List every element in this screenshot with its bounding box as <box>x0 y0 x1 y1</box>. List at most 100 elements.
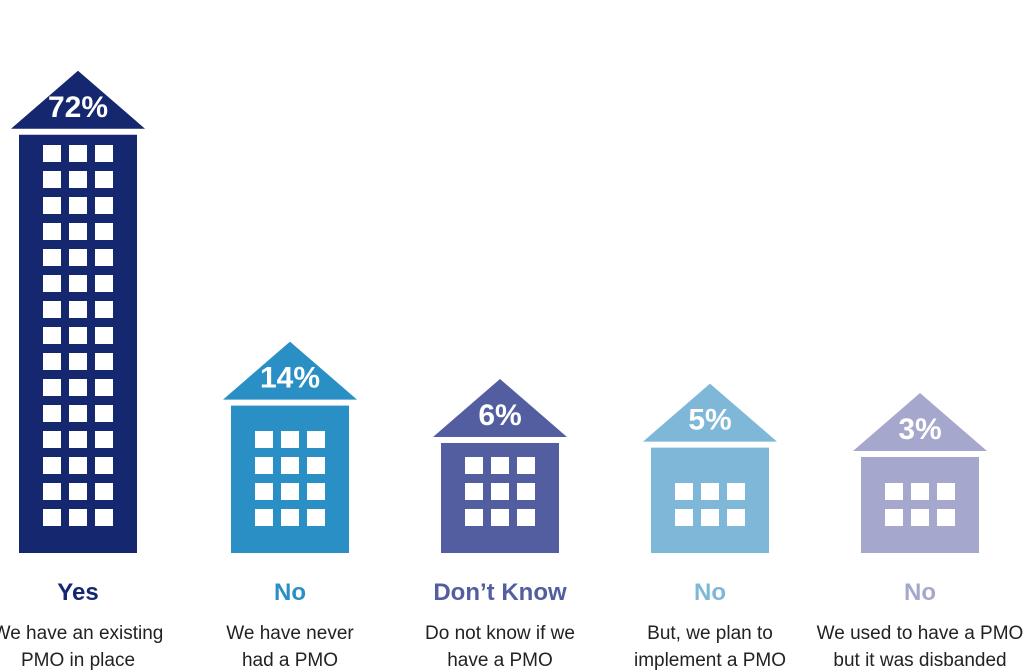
building-window <box>465 509 483 526</box>
building-window <box>43 379 61 396</box>
building-window <box>491 509 509 526</box>
building-window <box>281 483 299 500</box>
building-window <box>95 301 113 318</box>
category-description-line: PMO in place <box>21 650 135 671</box>
building-window <box>69 483 87 500</box>
category-label: No <box>904 579 936 606</box>
building-window <box>95 171 113 188</box>
building-window <box>911 509 929 526</box>
building-window <box>69 327 87 344</box>
building-window <box>43 197 61 214</box>
building-window <box>727 483 745 500</box>
building-window <box>43 327 61 344</box>
building-roof <box>433 378 567 437</box>
building-bar <box>651 447 769 553</box>
building-window <box>43 457 61 474</box>
building-window <box>307 457 325 474</box>
category-description-line: had a PMO <box>242 650 338 671</box>
building-window <box>517 509 535 526</box>
data-label: 72% <box>48 91 108 124</box>
building-window <box>937 509 955 526</box>
data-label: 3% <box>898 413 941 446</box>
building-window <box>281 509 299 526</box>
building-window <box>95 223 113 240</box>
building-2-no: 14% No We have never had a PMO <box>223 341 357 671</box>
category-description-line: But, we plan to <box>647 623 773 644</box>
category-label: Yes <box>57 579 98 606</box>
building-window <box>95 197 113 214</box>
building-window <box>95 405 113 422</box>
building-window <box>43 223 61 240</box>
data-label: 6% <box>478 399 521 432</box>
building-window <box>95 145 113 162</box>
building-1-yes: 72% Yes We have an existing PMO in place <box>0 70 163 671</box>
building-window <box>911 483 929 500</box>
category-description-line: We used to have a PMO <box>817 623 1024 644</box>
building-window <box>255 431 273 448</box>
category-label: No <box>274 579 306 606</box>
category-label: No <box>694 579 726 606</box>
building-window <box>465 483 483 500</box>
building-window <box>69 301 87 318</box>
category-description-line: implement a PMO <box>634 650 786 671</box>
data-label: 5% <box>688 404 731 437</box>
building-window <box>937 483 955 500</box>
category-description-line: have a PMO <box>447 650 553 671</box>
building-window <box>701 483 719 500</box>
building-window <box>307 509 325 526</box>
building-window <box>95 483 113 500</box>
building-window <box>95 327 113 344</box>
building-window <box>281 431 299 448</box>
data-label: 14% <box>260 362 320 395</box>
building-window <box>69 431 87 448</box>
category-description-line: Do not know if we <box>425 623 575 644</box>
building-window <box>255 483 273 500</box>
building-window <box>69 275 87 292</box>
building-4-no: 5% No But, we plan to implement a PMO <box>634 383 786 671</box>
building-window <box>43 171 61 188</box>
building-window <box>43 509 61 526</box>
building-window <box>255 509 273 526</box>
building-window <box>307 431 325 448</box>
building-window <box>69 405 87 422</box>
category-label: Don’t Know <box>433 579 567 606</box>
building-window <box>95 431 113 448</box>
building-window <box>95 249 113 266</box>
building-window <box>465 457 483 474</box>
building-window <box>517 457 535 474</box>
building-window <box>491 457 509 474</box>
building-window <box>43 431 61 448</box>
building-window <box>675 483 693 500</box>
building-window <box>43 249 61 266</box>
building-window <box>69 379 87 396</box>
building-window <box>675 509 693 526</box>
building-roof <box>643 383 777 442</box>
building-window <box>69 457 87 474</box>
building-window <box>727 509 745 526</box>
building-window <box>43 145 61 162</box>
building-window <box>491 483 509 500</box>
building-window <box>701 509 719 526</box>
building-roof <box>853 392 987 451</box>
building-window <box>281 457 299 474</box>
building-window <box>307 483 325 500</box>
building-window <box>255 457 273 474</box>
category-description-line: We have an existing <box>0 623 163 644</box>
building-bar <box>861 456 979 553</box>
building-window <box>43 353 61 370</box>
building-window <box>69 197 87 214</box>
building-5-no: 3% No We used to have a PMO but it was disb… <box>817 392 1024 671</box>
building-window <box>69 353 87 370</box>
building-window <box>69 509 87 526</box>
chart-marks: 72% Yes We have an existing PMO in place 14%… <box>0 70 1024 671</box>
building-3-don-t-know: 6% Don’t Know Do not know if we have a PMO <box>425 378 575 671</box>
building-window <box>43 405 61 422</box>
building-window <box>69 145 87 162</box>
building-window <box>95 457 113 474</box>
building-bar <box>231 405 349 553</box>
building-window <box>95 509 113 526</box>
building-window <box>43 301 61 318</box>
building-roof <box>223 341 357 400</box>
building-roof <box>11 70 145 129</box>
